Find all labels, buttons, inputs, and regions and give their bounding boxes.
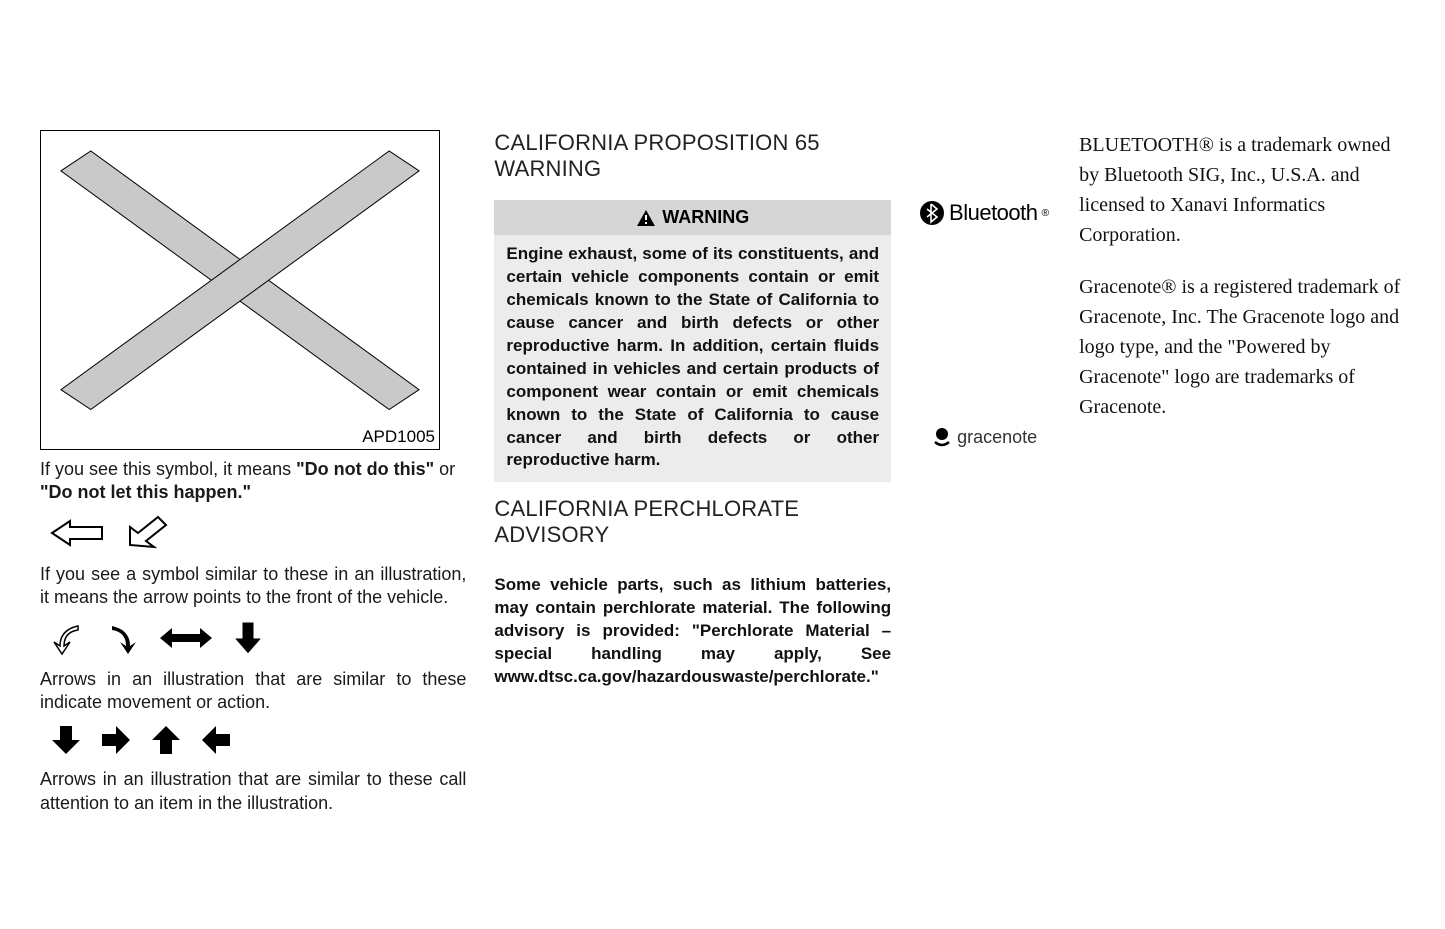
- movement-arrows-row: [40, 620, 466, 656]
- bluetooth-word: Bluetooth: [949, 200, 1037, 226]
- column-trademarks: Bluetooth ® gracenote BLUETOOTH® is a tra…: [919, 130, 1405, 815]
- arrow-double-horizontal-icon: [158, 624, 214, 652]
- trademark-row: Bluetooth ® gracenote BLUETOOTH® is a tra…: [919, 130, 1405, 448]
- arrow-down-icon: [50, 724, 82, 756]
- gracenote-trademark-text: Gracenote® is a registered trademark of …: [1079, 272, 1405, 422]
- bluetooth-trademark-text: BLUETOOTH® is a trademark owned by Bluet…: [1079, 130, 1405, 250]
- heading-perchlorate: CALIFORNIA PERCHLORATE ADVISORY: [494, 496, 891, 548]
- trademark-text: BLUETOOTH® is a trademark owned by Bluet…: [1079, 130, 1405, 444]
- arrow-right-icon: [100, 724, 132, 756]
- bluetooth-icon: [919, 200, 945, 226]
- warning-label: WARNING: [662, 207, 749, 228]
- gracenote-icon: [931, 426, 953, 448]
- gracenote-word: gracenote: [957, 427, 1037, 448]
- symbol-explain-3: Arrows in an illustration that are simil…: [40, 668, 466, 715]
- gracenote-logo: gracenote: [931, 426, 1037, 448]
- bluetooth-logo: Bluetooth ®: [919, 200, 1049, 226]
- arrow-down-solid-icon: [232, 620, 264, 656]
- perchlorate-body: Some vehicle parts, such as lithium batt…: [494, 574, 891, 689]
- text: If you see this symbol, it means: [40, 459, 296, 479]
- arrow-curve-solid-icon: [104, 620, 140, 656]
- column-warnings: CALIFORNIA PROPOSITION 65 WARNING WARNIN…: [494, 130, 891, 815]
- warning-body: Engine exhaust, some of its constituents…: [494, 235, 891, 482]
- figure-code: APD1005: [362, 427, 435, 447]
- symbol-explain-2: If you see a symbol similar to these in …: [40, 563, 466, 610]
- registered-mark: ®: [1042, 208, 1050, 219]
- text-bold: "Do not do this": [296, 459, 434, 479]
- arrow-up-icon: [150, 724, 182, 756]
- warning-triangle-icon: [636, 209, 656, 227]
- column-symbols: APD1005 If you see this symbol, it means…: [40, 130, 466, 815]
- heading-prop65: CALIFORNIA PROPOSITION 65 WARNING: [494, 130, 891, 182]
- text-bold: "Do not let this happen.": [40, 482, 251, 502]
- logo-column: Bluetooth ® gracenote: [919, 130, 1049, 448]
- symbol-explain-4: Arrows in an illustration that are simil…: [40, 768, 466, 815]
- front-arrows-row: [40, 515, 466, 551]
- arrow-curve-outline-icon: [50, 620, 86, 656]
- arrow-left-icon: [200, 724, 232, 756]
- arrow-left-outline-icon: [50, 517, 106, 549]
- manual-page: APD1005 If you see this symbol, it means…: [40, 130, 1405, 815]
- symbol-explain-1: If you see this symbol, it means "Do not…: [40, 458, 466, 505]
- x-icon: [51, 141, 429, 420]
- arrow-diagonal-outline-icon: [124, 515, 170, 551]
- warning-band: WARNING: [494, 200, 891, 235]
- text: or: [434, 459, 455, 479]
- do-not-symbol-box: APD1005: [40, 130, 440, 450]
- attention-arrows-row: [40, 724, 466, 756]
